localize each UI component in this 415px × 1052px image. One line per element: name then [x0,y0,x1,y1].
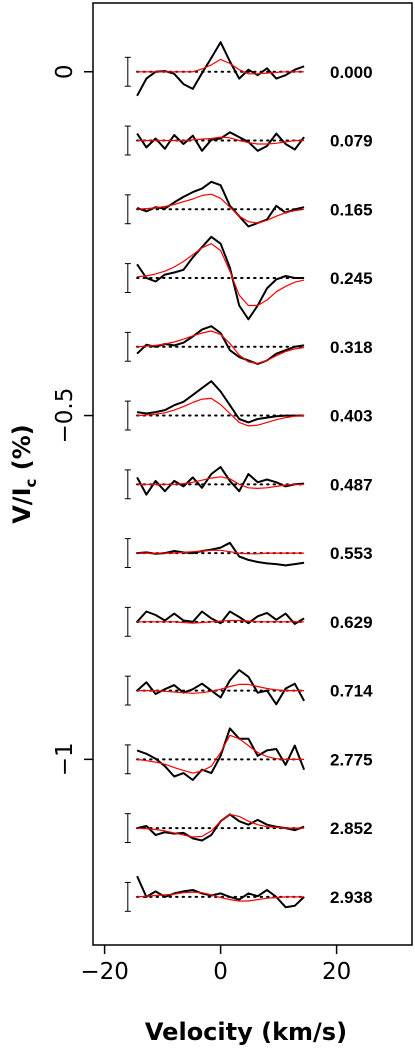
profile-0.553: 0.553 [124,538,373,569]
observed-profile [136,669,305,706]
y-axis-title: V/Ic (%) [8,424,40,524]
phase-label: 0.487 [330,475,373,494]
y-tick-label: 0 [52,64,78,79]
profile-2.852: 2.852 [124,813,373,844]
observed-profile [136,610,305,625]
observed-profile [136,235,305,321]
model-profile [137,476,305,489]
y-axis-title-main: V/I [8,487,36,523]
observed-profile [136,727,306,781]
model-profile [137,136,305,145]
profile-0.629: 0.629 [124,606,373,637]
phase-label: 0.714 [330,682,373,701]
observed-profile [136,325,305,365]
y-axis-title-subscript: c [22,479,40,488]
profile-0.318: 0.318 [124,325,373,365]
model-profile [137,549,305,555]
phase-label: 2.938 [330,888,373,907]
model-profile [137,330,305,364]
model-profile [137,243,305,307]
plot-frame [92,2,413,946]
observed-profile [136,180,305,228]
y-axis-ticks: 0 −0.5 −1 [52,64,93,776]
model-profile [137,58,305,75]
y-tick-label: −0.5 [52,388,78,444]
profile-0.487: 0.487 [124,466,373,500]
model-profile [137,397,305,427]
observed-profile [137,541,305,567]
profile-2.938: 2.938 [124,875,373,912]
phase-label: 0.000 [330,63,373,82]
phase-label: 0.403 [330,407,373,426]
y-tick-label: −1 [52,742,78,776]
profile-2.775: 2.775 [124,727,373,781]
model-profile [137,619,305,624]
model-profile [137,734,305,774]
x-axis-title: Velocity (km/s) [145,1018,347,1046]
observed-profile [136,875,305,909]
profile-0.165: 0.165 [124,180,373,228]
model-profile [137,813,305,838]
phase-label: 0.165 [330,200,373,219]
profile-0.714: 0.714 [124,669,373,706]
profile-0.403: 0.403 [124,380,373,431]
phase-label: 2.775 [330,750,373,769]
model-profile [137,193,305,224]
x-tick-label: 0 [213,959,228,985]
phase-label: 0.553 [330,544,373,563]
y-axis-title-unit: (%) [8,424,36,478]
profile-series: 0.000 0.079 0.165 0.245 0.318 0.403 0.487 0.553… [124,41,373,912]
observed-profile [136,466,305,496]
profile-0.000: 0.000 [124,41,373,97]
phase-label: 0.245 [330,269,373,288]
x-tick-label: 20 [322,959,351,985]
phase-label: 0.318 [330,338,373,357]
phase-label: 0.629 [330,613,373,632]
observed-profile [136,41,305,97]
phase-label: 0.079 [330,132,373,151]
model-profile [137,683,305,694]
profile-0.245: 0.245 [124,235,373,321]
profile-0.079: 0.079 [124,125,373,156]
observed-profile [136,380,305,424]
observed-profile [136,131,305,152]
phase-label: 2.852 [330,819,373,838]
model-profile [137,891,305,902]
x-tick-label: −20 [80,959,129,985]
x-axis-ticks: −20 0 20 [80,945,351,985]
